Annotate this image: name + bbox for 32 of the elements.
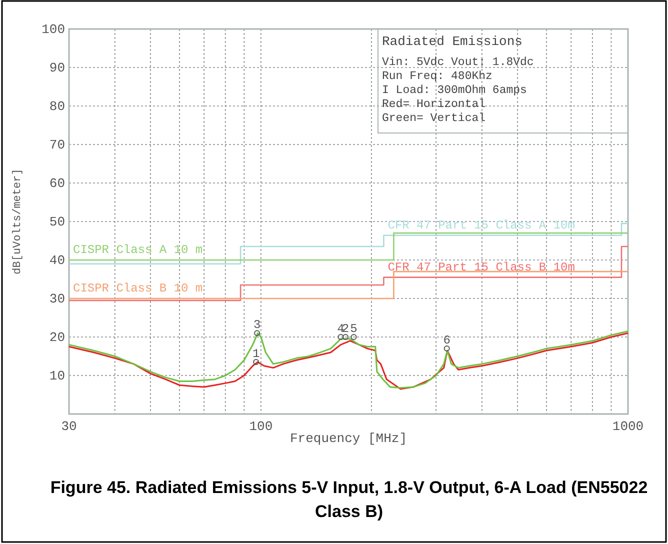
y-tick-label: 40: [49, 253, 65, 268]
y-tick-label: 30: [49, 292, 65, 306]
annotation: I Load: 300mOhm 6amps: [382, 84, 527, 97]
y-tick-label: 50: [49, 214, 65, 230]
annotation: 2: [342, 322, 350, 336]
series-label: CFR 47 Part 15 Class B 10m: [388, 260, 575, 274]
annotation: 4: [337, 322, 344, 336]
y-tick-label: 80: [49, 99, 65, 114]
y-tick-label: 100: [42, 22, 65, 37]
y-axis-title: dB[uVolts/meter]: [12, 168, 24, 274]
y-tick-label: 70: [49, 138, 65, 152]
annotation: Run Freq: 480Khz: [382, 70, 492, 83]
y-tick-label: 60: [49, 176, 65, 191]
x-tick-label: 30: [61, 419, 77, 434]
annotation: Radiated Emissions: [382, 34, 522, 49]
annotation: 3: [253, 318, 261, 332]
y-tick-label: 20: [49, 330, 65, 345]
y-tick-label: 10: [49, 368, 65, 384]
annotation: 5: [350, 322, 358, 336]
annotation: Vin: 5Vdc Vout: 1.8Vdc: [382, 56, 534, 69]
x-axis-title: Frequency [MHz]: [290, 431, 408, 446]
series-label: CISPR Class A 10 m: [73, 243, 203, 257]
x-tick-label: 100: [249, 419, 273, 434]
annotation: Red= Horizontal: [382, 98, 486, 111]
annotation: 1: [252, 347, 260, 362]
x-tick-label: 1000: [612, 419, 644, 434]
annotation: 6: [443, 334, 450, 348]
annotation: Green= Vertical: [382, 112, 486, 125]
text: Figure 45. Radiated Emissions 5-V Input, 1.8-V Output, 6-A Load (EN55022 Class B): [49, 477, 649, 523]
y-tick-label: 90: [49, 60, 65, 76]
series-label: CISPR Class B 10 m: [73, 282, 203, 296]
series-label: CFR 47 Part 15 Class A 10m: [388, 218, 575, 232]
